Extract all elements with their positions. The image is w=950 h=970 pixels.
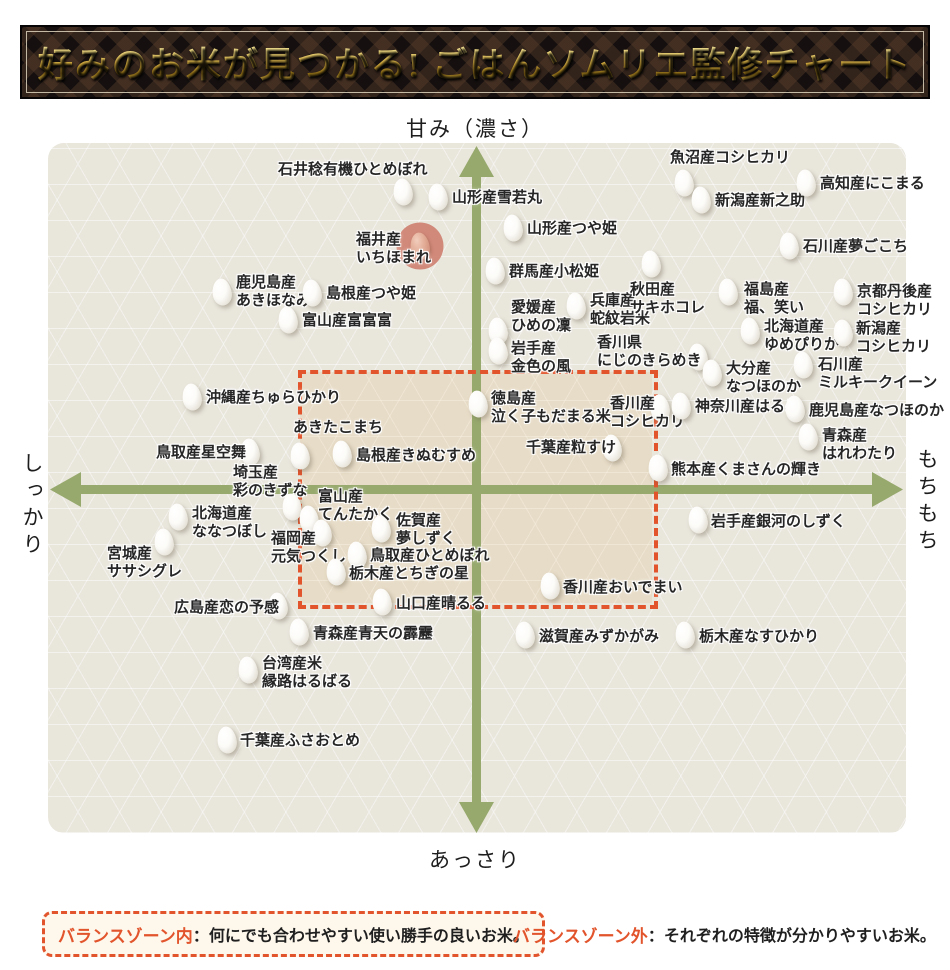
rice-label: 青森産 はれわたり xyxy=(822,427,898,462)
rice-grain-marker xyxy=(180,382,204,412)
legend-out-desc: ：それぞれの特徴が分かりやすいお米。 xyxy=(647,928,936,945)
legend-in-desc: ：何にでも合わせやすい使い勝手の良いお米。 xyxy=(192,928,529,945)
rice-grain-marker xyxy=(777,231,801,261)
rice-label: 広島産恋の予感 xyxy=(174,599,280,616)
rice-label: 山形産つや姫 xyxy=(527,220,618,237)
rice-grain-marker xyxy=(716,277,740,307)
rice-label: 山口産晴るる xyxy=(396,595,487,612)
rice-label: 石川産夢ごこち xyxy=(803,238,909,255)
rice-label: 岩手産 金色の風 xyxy=(511,340,572,375)
rice-grain-marker xyxy=(486,336,510,366)
rice-label: 島根産きぬむすめ xyxy=(356,447,477,464)
rice-label: 魚沼産コシヒカリ xyxy=(670,149,791,166)
rice-label: 栃木産なすひかり xyxy=(699,628,820,645)
rice-label: 埼玉産 彩のきずな xyxy=(233,464,308,499)
rice-label: 徳島産 泣く子もだまる米 xyxy=(491,390,611,425)
rice-label: 千葉産ふさおとめ xyxy=(240,732,361,749)
rice-grain-marker xyxy=(831,277,855,307)
rice-label: 鳥取産星空舞 xyxy=(156,444,247,461)
rice-label: 富山産富富富 xyxy=(302,312,393,329)
rice-label: 秋田産 サキホコレ xyxy=(630,281,706,316)
rice-label: 福岡産 元気つくし xyxy=(271,530,347,565)
rice-grain-marker xyxy=(639,249,663,279)
rice-label: 沖縄産ちゅらひかり xyxy=(206,389,342,406)
rice-label: 香川産 コシヒカリ xyxy=(610,395,686,430)
axis-label-left: しっかり xyxy=(20,452,44,560)
rice-label: 兵庫産 蛇紋岩米 xyxy=(590,292,651,327)
rice-label: 栃木産とちぎの星 xyxy=(349,565,470,582)
rice-label: 香川県 にじのきらめき xyxy=(597,334,702,369)
rice-label: 台湾産米 縁路はるばる xyxy=(262,655,353,690)
rice-label: 滋賀産みずかがみ xyxy=(539,628,660,645)
rice-grain-marker xyxy=(330,439,354,469)
rice-label: 愛媛産 ひめの凜 xyxy=(511,299,572,334)
rice-grain-marker xyxy=(646,453,670,483)
rice-label: 石井稔有機ひとめぼれ xyxy=(278,161,428,178)
rice-label: 神奈川産はるみ xyxy=(695,398,801,415)
rice-grain-marker xyxy=(796,422,820,452)
rice-label: 北海道産 ななつぼし xyxy=(192,505,268,540)
rice-label: 石川産 ミルキークイーン xyxy=(818,356,938,391)
axis-label-top: 甘み（濃さ） xyxy=(406,117,544,141)
rice-grain-marker xyxy=(538,571,562,601)
chart-title: 好みのお米が見つかる! ごはんソムリエ監修チャート xyxy=(38,37,912,88)
rice-label: 島根産つや姫 xyxy=(326,285,417,302)
rice-label: 大分産 なつほのか xyxy=(726,360,802,395)
rice-grain-marker xyxy=(483,256,507,286)
rice-grain-marker xyxy=(236,655,260,685)
rice-label: あきたこまち xyxy=(293,419,384,436)
rice-label: 新潟産新之助 xyxy=(715,192,806,209)
rice-label: 群馬産小松姫 xyxy=(509,263,600,280)
legend-balance-out: バランスゾーン外 ：それぞれの特徴が分かりやすいお米。 xyxy=(513,911,936,957)
rice-grain-marker xyxy=(215,725,239,755)
rice-grain-marker xyxy=(700,358,724,388)
rice-grain-marker xyxy=(391,177,415,207)
rice-label: 熊本産くまさんの輝き xyxy=(671,461,822,478)
rice-label: 岩手産銀河のしずく xyxy=(711,513,846,530)
balance-zone xyxy=(298,370,658,609)
rice-label: 山形産雪若丸 xyxy=(452,189,543,206)
rice-label: 鹿児島産なつほのか xyxy=(809,402,945,419)
rice-grain-marker xyxy=(287,617,311,647)
rice-grain-marker xyxy=(166,502,190,532)
rice-grain-marker xyxy=(673,620,697,650)
axis-label-right: もちもち xyxy=(915,448,939,556)
title-banner: 好みのお米が見つかる! ごはんソムリエ監修チャート xyxy=(20,25,930,99)
rice-label: 新潟産 コシヒカリ xyxy=(856,320,932,355)
rice-label: 香川産おいでまい xyxy=(563,579,683,596)
rice-grain-marker xyxy=(466,389,490,419)
legend-out-label: バランスゾーン外 xyxy=(513,926,648,946)
rice-grain-marker xyxy=(689,185,713,215)
rice-label: 京都丹後産 コシヒカリ xyxy=(857,283,933,318)
rice-label: 鹿児島産 あきほなみ xyxy=(236,274,312,309)
rice-grain-marker xyxy=(513,620,537,650)
rice-grain-marker xyxy=(426,182,450,212)
rice-grain-marker xyxy=(738,316,762,346)
rice-label: 宮城産 ササシグレ xyxy=(107,545,183,580)
rice-grain-marker xyxy=(686,505,710,535)
rice-grain-marker xyxy=(783,394,807,424)
rice-label: 佐賀産 夢しずく xyxy=(396,512,456,547)
rice-label: 青森産青天の霹靂 xyxy=(313,625,434,642)
rice-grain-marker xyxy=(370,587,394,617)
rice-label: 北海道産 ゆめぴりか xyxy=(764,318,840,353)
rice-label: 千葉産粒すけ xyxy=(526,439,617,456)
axis-label-bottom: あっさり xyxy=(429,848,521,872)
legend-in-label: バランスゾーン内 xyxy=(58,926,193,946)
legend-balance-in: バランスゾーン内 ：何にでも合わせやすい使い勝手の良いお米。 xyxy=(42,911,545,957)
rice-grain-marker xyxy=(501,213,525,243)
rice-label: 福島産 福、笑い xyxy=(744,281,805,316)
rice-label: 高知産にこまる xyxy=(820,175,925,192)
rice-grain-marker xyxy=(210,277,234,307)
rice-label: 福井産 いちほまれ xyxy=(356,231,432,266)
rice-label: 鳥取産ひとめぼれ xyxy=(370,547,490,564)
